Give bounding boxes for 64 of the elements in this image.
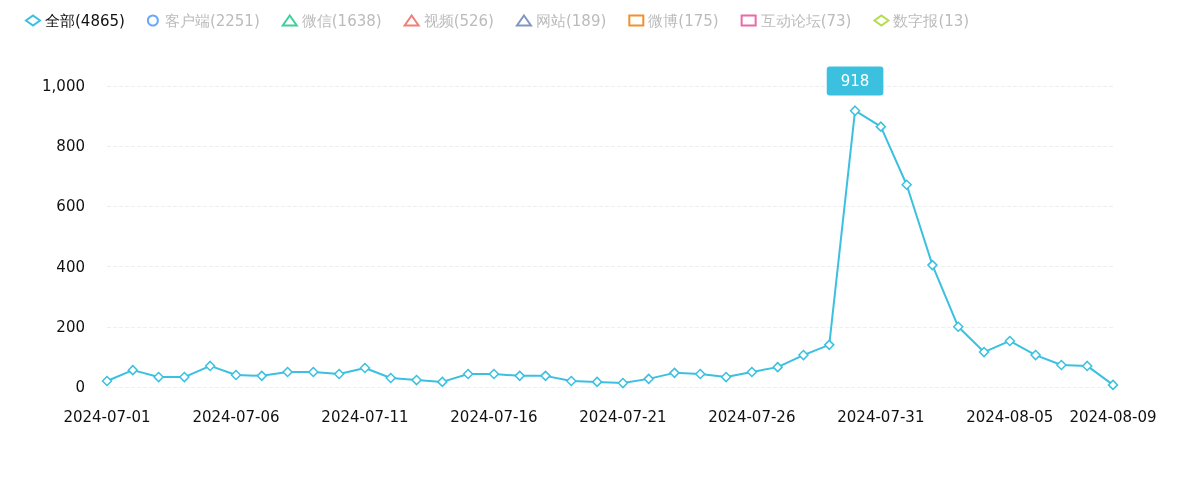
point [1107, 379, 1119, 391]
y-tick-label: 200 [56, 317, 85, 336]
x-tick-label: 2024-07-01 [63, 407, 151, 426]
point [1004, 335, 1016, 347]
legend-label: 全部(4865) [45, 11, 125, 30]
x-tick-label: 2024-08-09 [1069, 407, 1157, 426]
point [359, 362, 371, 374]
point [720, 371, 732, 383]
x-tick-label: 2024-07-16 [450, 407, 538, 426]
point [566, 375, 577, 387]
legend-label: 微信(1638) [301, 11, 382, 30]
point [901, 179, 912, 190]
legend-label: 互动论坛(73) [760, 11, 852, 30]
legend-label: 微博(175) [648, 11, 719, 30]
legend-label: 网站(189) [535, 11, 607, 30]
point [798, 349, 809, 361]
point [617, 377, 629, 389]
point [1056, 359, 1067, 371]
point [952, 321, 964, 333]
point [127, 364, 139, 376]
point [849, 105, 861, 116]
point [695, 368, 706, 380]
y-tick-label: 600 [56, 197, 85, 216]
legend-label: 客户端(2251) [164, 11, 260, 30]
data-label: 918 [840, 71, 870, 90]
point [256, 370, 268, 382]
y-tick-label: 800 [56, 137, 85, 156]
point [333, 368, 345, 380]
point [204, 360, 216, 372]
point [1030, 349, 1041, 361]
x-tick-label: 2024-07-26 [708, 407, 796, 426]
point [591, 376, 603, 388]
x-tick-label: 2024-07-21 [579, 407, 667, 426]
point [540, 370, 551, 382]
y-tick-label: 400 [56, 257, 85, 276]
x-tick-label: 2024-07-31 [837, 407, 925, 426]
x-tick-label: 2024-08-05 [966, 407, 1054, 426]
point [101, 375, 113, 387]
point [462, 368, 474, 380]
legend-label: 数字报(13) [893, 11, 970, 30]
point [978, 346, 990, 358]
point [772, 361, 783, 373]
x-tick-label: 2024-07-06 [192, 407, 280, 426]
point [669, 367, 680, 379]
point [308, 366, 319, 378]
y-tick-label: 1,000 [42, 77, 85, 95]
legend-label: 视频(526) [423, 11, 494, 30]
point [927, 259, 938, 271]
y-tick-label: 0 [75, 378, 85, 396]
point [488, 368, 500, 380]
point [153, 371, 164, 383]
point [282, 366, 293, 378]
point [230, 369, 242, 381]
point [746, 366, 758, 378]
point [385, 372, 396, 384]
point [824, 339, 835, 351]
point [1081, 360, 1093, 372]
point [875, 121, 887, 132]
point [514, 370, 525, 382]
point [643, 373, 654, 385]
x-tick-label: 2024-07-11 [321, 407, 409, 426]
point [437, 376, 448, 388]
point [179, 371, 190, 383]
point [411, 374, 422, 386]
